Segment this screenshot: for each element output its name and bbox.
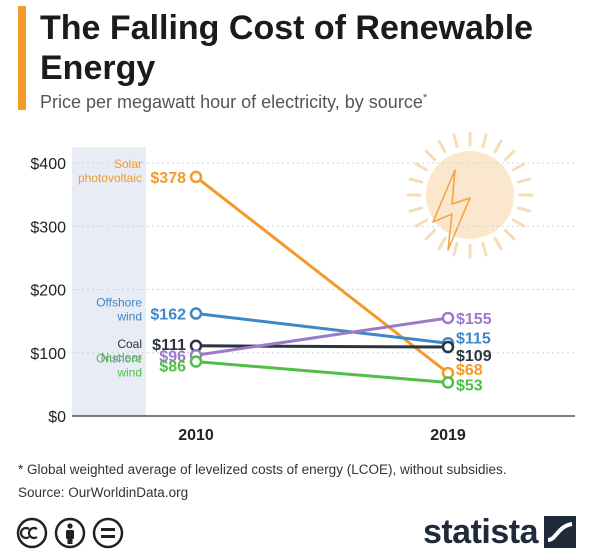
data-label: $162	[150, 307, 186, 324]
data-point	[189, 307, 203, 320]
chart-title: The Falling Cost of Renewable Energy	[40, 9, 534, 87]
sun-ray	[493, 236, 503, 251]
series-name-label: photovoltaic	[78, 171, 142, 185]
sun-ray	[481, 241, 488, 257]
sun-ray	[437, 139, 447, 154]
y-tick-label: $0	[48, 409, 66, 426]
license-svg	[16, 517, 124, 549]
data-point	[441, 340, 455, 354]
highlight-band	[72, 147, 146, 416]
header: The Falling Cost of Renewable Energy Pri…	[18, 6, 578, 116]
data-point	[189, 170, 203, 184]
y-tick-label: $200	[30, 283, 66, 300]
statista-logo-icon	[544, 516, 576, 548]
series-line	[194, 360, 450, 384]
series-name-label: Nuclear	[101, 350, 142, 364]
sun-ray	[516, 177, 532, 184]
y-tick-label: $100	[30, 346, 66, 363]
sun-ray	[503, 228, 516, 241]
license-icons	[16, 516, 136, 550]
series-name-label: Coal	[117, 337, 142, 351]
data-label: $96	[159, 348, 186, 365]
accent-bar	[18, 6, 26, 110]
data-point	[441, 366, 455, 380]
series-name-label: Solar	[114, 157, 142, 171]
data-point	[441, 376, 455, 389]
series-name-label: Onshore	[96, 352, 142, 366]
series-line	[194, 175, 450, 375]
sun-ray	[511, 218, 526, 228]
data-label: $53	[456, 377, 483, 394]
series-name-label: Offshore	[96, 296, 142, 310]
data-label: $155	[456, 311, 492, 328]
data-label: $378	[150, 170, 186, 187]
sun-ray	[516, 206, 532, 213]
sun-ray	[452, 133, 459, 149]
sun-ray	[414, 218, 429, 228]
footnote: * Global weighted average of levelized c…	[18, 462, 507, 477]
chart-subtitle: Price per megawatt hour of electricity, …	[40, 92, 427, 113]
sun-ray	[437, 236, 447, 251]
series-name-label: wind	[116, 366, 142, 380]
y-tick-label: $300	[30, 219, 66, 236]
data-point	[189, 339, 203, 353]
x-tick-label: 2019	[430, 427, 466, 444]
source: Source: OurWorldinData.org	[18, 485, 189, 500]
x-tick-label: 2010	[178, 427, 214, 444]
sun-ray	[424, 149, 437, 162]
sun-ray	[511, 162, 526, 172]
y-tick-label: $400	[30, 156, 66, 173]
series-line	[194, 344, 450, 349]
series-line	[194, 316, 450, 357]
statista-logo: statista	[423, 512, 576, 552]
sun-ray	[424, 228, 437, 241]
sun-ray	[452, 241, 459, 257]
no-derivatives-icon	[92, 517, 124, 549]
data-point	[189, 355, 203, 368]
sun-ray	[408, 177, 424, 184]
data-point	[441, 337, 455, 350]
data-label: $86	[159, 359, 186, 376]
subtitle-text: Price per megawatt hour of electricity, …	[40, 92, 423, 112]
brand-name: statista	[422, 512, 539, 551]
sun-ray	[493, 139, 503, 154]
sun-ray	[408, 206, 424, 213]
data-point	[189, 349, 203, 362]
lightning-bolt-icon	[432, 169, 471, 251]
data-label: $68	[456, 362, 483, 379]
series-name-label: wind	[116, 310, 142, 324]
cc-icon	[16, 517, 48, 549]
sun-icon	[426, 151, 514, 239]
sun-ray	[481, 133, 488, 149]
series-line	[194, 312, 450, 345]
sun-ray	[414, 162, 429, 172]
sun-ray	[503, 149, 516, 162]
data-label: $111	[152, 337, 186, 354]
data-point	[441, 311, 455, 325]
subtitle-marker: *	[422, 92, 428, 104]
attribution-icon	[54, 517, 86, 549]
data-label: $109	[456, 348, 492, 365]
data-label: $115	[456, 330, 491, 347]
